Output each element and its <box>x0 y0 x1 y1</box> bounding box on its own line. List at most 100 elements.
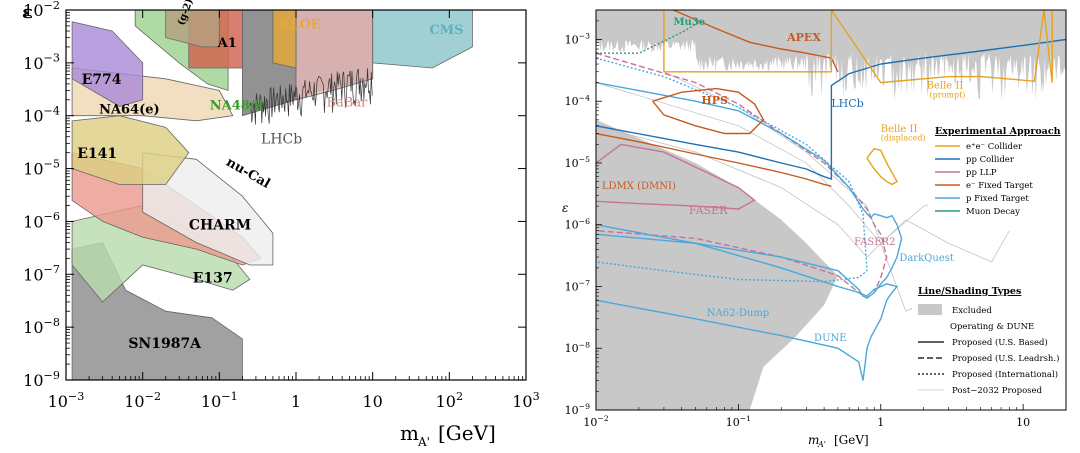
left-label-babar: BaBar <box>327 95 369 110</box>
area-e141 <box>71 115 190 185</box>
legend-experimental-approach: Experimental Approach e⁺e⁻ Collider pp Col… <box>928 122 1062 218</box>
right-label-mu3e: Mu3e <box>673 17 705 28</box>
right-label-dune: DUNE <box>814 333 847 344</box>
right-label-faser: FASER <box>689 204 728 217</box>
right-x-axis-label-m: m <box>808 433 819 447</box>
legend-approach-item: pp Collider <box>966 155 1015 165</box>
left-x-tick-label: 10−2 <box>124 390 161 411</box>
right-label-lhcb: LHCb <box>831 97 863 110</box>
right-label-apex: APEX <box>786 31 821 44</box>
left-label-kloe: KLOE <box>279 17 321 32</box>
right-label-darkquest: DarkQuest <box>899 253 954 264</box>
right-x-tick-label: 10−2 <box>583 414 608 429</box>
legend-line-title: Line/Shading Types <box>918 286 1021 297</box>
right-label--displaced-: (displaced) <box>881 134 926 143</box>
left-label-lhcb: LHCb <box>261 131 302 147</box>
right-y-tick-label: 10−5 <box>565 155 590 170</box>
left-x-axis-label-unit: [GeV] <box>438 421 496 445</box>
area--g-2-e <box>165 10 220 48</box>
left-label-na48-2: NA48/2 <box>210 99 264 114</box>
left-label-e141: E141 <box>77 146 117 162</box>
legend-approach-bg <box>928 122 1062 218</box>
right-x-tick-label: 1 <box>877 416 884 429</box>
right-chart-panel: 10−2 10−1 1 1010−910−810−710−610−510−410−3 … <box>562 9 1067 449</box>
area-cms <box>372 10 473 69</box>
legend-line-bg <box>912 280 1062 396</box>
excluded-region-bottom <box>596 119 838 410</box>
left-y-tick-label: 10−2 <box>23 0 60 20</box>
left-chart-panel: 10−3 10−2 10−1 1 10 102 103 10−9 10−8 10−7 10−6 10−… <box>22 0 540 449</box>
curve-belle-ii-displaced- <box>866 147 898 186</box>
right-x-axis-label-sub: A' <box>817 440 826 449</box>
curve-darkquest <box>596 81 903 299</box>
legend-line-item: Proposed (U.S. Based) <box>952 337 1048 348</box>
left-x-tick-label: 1 <box>291 392 301 411</box>
left-x-tick-label: 10−1 <box>201 390 238 411</box>
curve-belle-ii-prompt- <box>663 10 1053 84</box>
curve-faser <box>596 143 756 210</box>
right-x-tick-label: 10−1 <box>726 414 751 429</box>
legend-approach-item: p Fixed Target <box>966 194 1029 204</box>
legend-approach-item: e⁺e⁻ Collider <box>966 142 1023 152</box>
left-x-tick-label: 10−3 <box>48 390 85 411</box>
left-label-cms: CMS <box>429 23 463 38</box>
right-label-na62-dump: NA62-Dump <box>707 308 769 319</box>
right-label--prompt-: (prompt) <box>930 90 966 99</box>
legend-line-swatch <box>918 304 942 315</box>
legend-approach-title: Experimental Approach <box>935 126 1061 137</box>
right-label-ldmx-dmni-: LDMX (DMNI) <box>602 181 676 192</box>
area-kloe <box>272 10 297 69</box>
left-y-axis-label: ε <box>22 2 33 23</box>
left-y-tick-label: 10−8 <box>23 316 60 337</box>
right-y-tick-label: 10−7 <box>565 279 590 294</box>
left-y-tick-label: 10−6 <box>23 210 60 231</box>
legend-line-item: Proposed (International) <box>952 369 1058 380</box>
legend-line-item: Excluded <box>952 306 992 316</box>
left-label-e774: E774 <box>82 72 122 88</box>
right-x-tick-label: 10 <box>1016 416 1030 429</box>
left-label-charm: CHARM <box>189 218 251 234</box>
right-y-tick-label: 10−4 <box>565 93 590 108</box>
left-x-axis-label: m A' [GeV] <box>400 421 496 449</box>
left-label-sn1987a: SN1987A <box>128 336 202 352</box>
left-label-na64-e-: NA64(e) <box>99 103 160 118</box>
right-y-tick-label: 10−9 <box>565 402 590 417</box>
right-y-axis-label: ε <box>562 201 568 215</box>
curve-lhcb <box>596 38 1066 180</box>
left-label-e137: E137 <box>193 270 233 286</box>
right-y-tick-label: 10−8 <box>565 340 590 355</box>
right-x-axis-label-unit: [GeV] <box>834 433 869 447</box>
left-x-tick-label: 103 <box>512 390 539 411</box>
curve-mu3e <box>596 20 702 54</box>
right-label-faser2: FASER2 <box>854 237 895 248</box>
post-2032-curve <box>596 82 967 244</box>
left-x-axis-label-m: m <box>400 421 419 445</box>
area-nu-cal <box>142 152 274 266</box>
left-x-tick-label: 102 <box>436 390 463 411</box>
right-y-tick-label: 10−3 <box>565 32 590 47</box>
left-y-tick-label: 10−4 <box>23 105 60 126</box>
lhcb-limit-line <box>249 68 373 125</box>
curve-hps <box>652 87 765 135</box>
legend-line-item: Proposed (U.S. Leadrsh.) <box>952 353 1059 364</box>
legend-approach-item: pp LLP <box>966 168 997 178</box>
legend-approach-item: Muon Decay <box>966 207 1020 217</box>
right-y-tick-label: 10−6 <box>565 217 590 232</box>
right-label-belle-ii: Belle II <box>927 81 964 92</box>
left-x-axis-label-sub: A' <box>417 435 430 449</box>
area-e774 <box>71 21 144 107</box>
curve-dune <box>596 224 899 381</box>
right-x-axis-label: m A' [GeV] <box>808 433 869 449</box>
legend-line-shading: Line/Shading Types Excluded Operating & DU… <box>912 280 1062 396</box>
left-label-a1: A1 <box>217 36 237 51</box>
right-plot-frame <box>595 9 1067 411</box>
legend-line-item: Operating & DUNE <box>950 322 1034 332</box>
post-2032-curve <box>596 125 1010 263</box>
left-label-nu-cal: nu-Cal <box>223 155 272 192</box>
left-x-tick-label: 10 <box>362 392 382 411</box>
curve-ldmx-dmni- <box>596 132 832 187</box>
legend-approach-item: e⁻ Fixed Target <box>966 181 1033 191</box>
curve-na62-dump <box>596 57 868 283</box>
left-y-tick-label: 10−9 <box>23 369 60 390</box>
